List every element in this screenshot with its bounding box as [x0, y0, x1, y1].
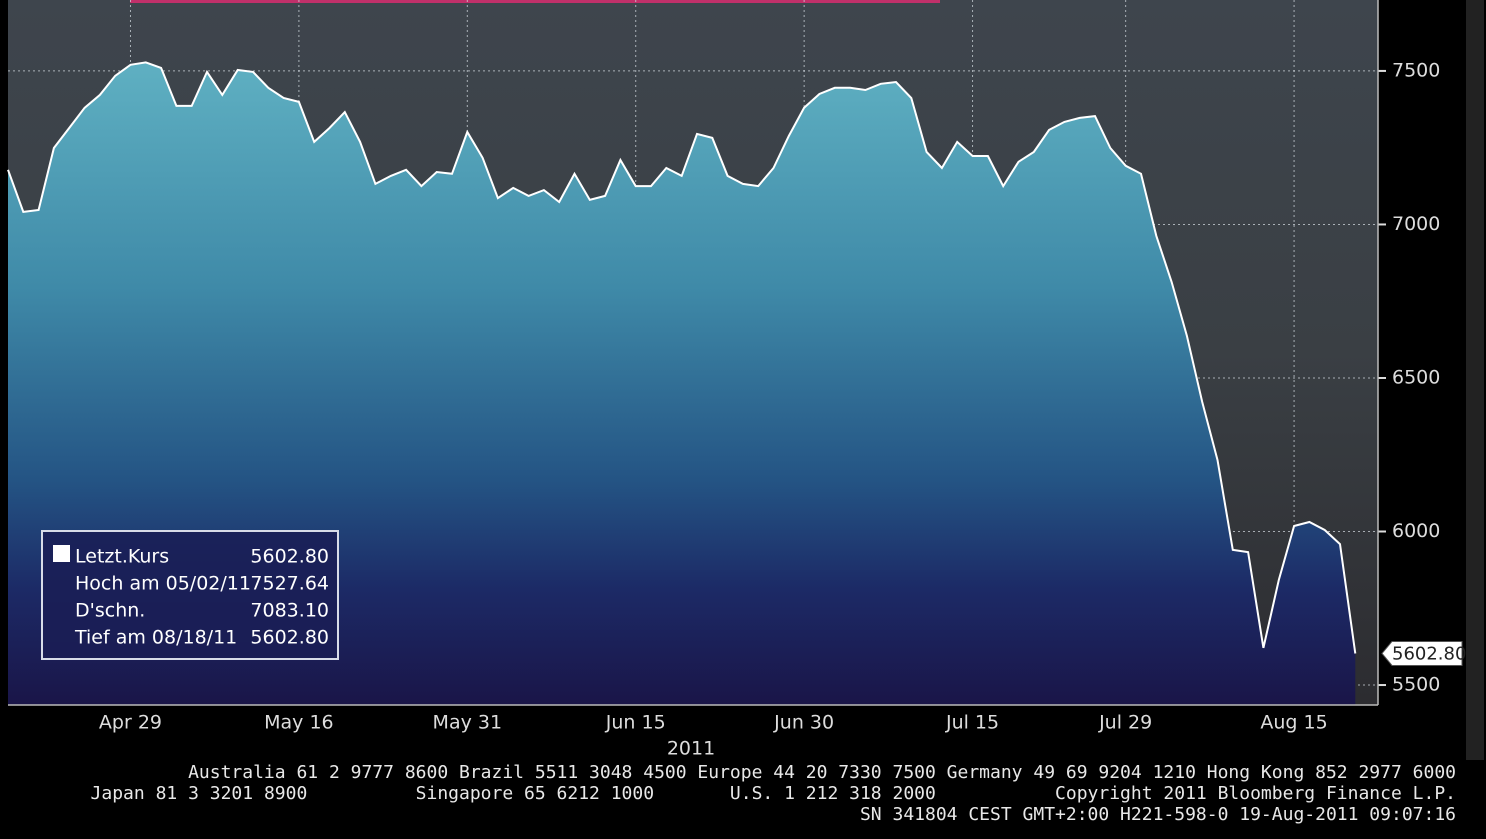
x-axis-label: 2011 [667, 738, 715, 760]
y-tick-label: 7000 [1392, 213, 1440, 235]
area-fill [8, 62, 1356, 705]
footer-line: Australia 61 2 9777 8600 Brazil 5511 304… [188, 762, 1456, 783]
x-tick-label: Jun 30 [773, 712, 834, 734]
legend-value: 7083.10 [250, 600, 329, 622]
legend-label: Letzt.Kurs [75, 546, 169, 568]
x-tick-label: Aug 15 [1260, 712, 1327, 734]
scrollbar [1466, 0, 1484, 760]
x-tick-label: May 31 [433, 712, 503, 734]
footer-line: SN 341804 CEST GMT+2:00 H221-598-0 19-Au… [860, 804, 1456, 825]
last-price-label: 5602.80 [1392, 643, 1466, 664]
last-price-tag [1381, 640, 1463, 666]
legend-swatch [53, 545, 70, 562]
x-tick-label: Apr 29 [99, 712, 162, 734]
legend-value: 5602.80 [250, 627, 329, 649]
y-tick-label: 5500 [1392, 674, 1440, 696]
legend-label: Hoch am 05/02/11 [75, 573, 251, 595]
legend-box [41, 530, 339, 660]
y-tick-label: 6000 [1392, 520, 1440, 542]
legend-value: 7527.64 [250, 573, 329, 595]
x-tick-label: Jul 15 [945, 712, 999, 734]
x-tick-label: May 16 [264, 712, 334, 734]
y-tick-label: 7500 [1392, 59, 1440, 81]
footer-line: Japan 81 3 3201 8900 Singapore 65 6212 1… [91, 783, 1456, 804]
top-accent [130, 0, 940, 3]
legend-value: 5602.80 [250, 546, 329, 568]
x-tick-label: Jun 15 [605, 712, 666, 734]
legend-label: Tief am 08/18/11 [74, 627, 237, 649]
price-line [7, 61, 1357, 654]
x-tick-label: Jul 29 [1098, 712, 1152, 734]
legend-label: D'schn. [75, 600, 145, 622]
y-tick-label: 6500 [1392, 366, 1440, 388]
